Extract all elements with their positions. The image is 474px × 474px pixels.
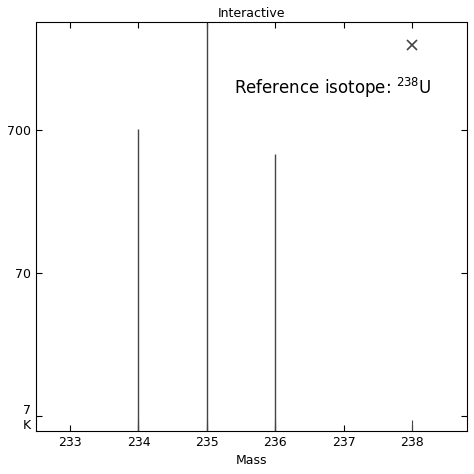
- Title: Interactive: Interactive: [218, 7, 285, 20]
- Text: Reference isotope: $^{238}$U: Reference isotope: $^{238}$U: [234, 75, 432, 100]
- X-axis label: Mass: Mass: [236, 454, 267, 467]
